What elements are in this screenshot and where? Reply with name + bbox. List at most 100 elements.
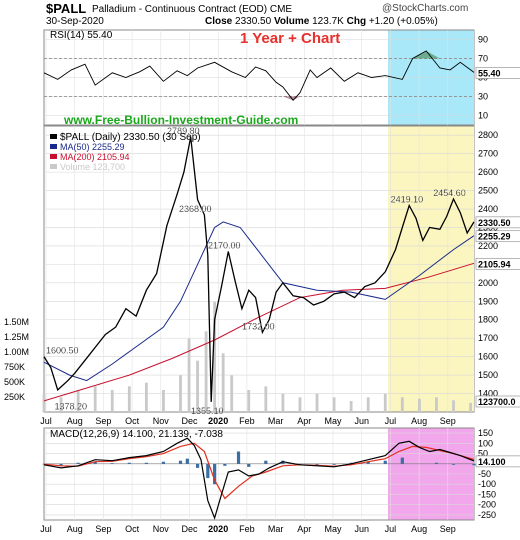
macd-histogram-bar — [366, 461, 370, 464]
volume-bar — [213, 302, 217, 412]
price-x-tick-label: Jul — [40, 416, 52, 426]
volume-bar — [204, 331, 208, 412]
macd-tick-label: -250 — [478, 510, 496, 520]
macd-histogram-bar — [185, 458, 189, 464]
rsi-tick-label: 10 — [478, 111, 488, 121]
macd-title: MACD(12,26,9) 14.100, 21.139, -7.038 — [50, 429, 223, 440]
site-watermark[interactable]: www.Free-Bullion-Investment-Guide.com — [64, 113, 299, 127]
chg-label: Chg — [346, 16, 367, 27]
volume-bar — [162, 390, 165, 412]
price-tick-label: 2400 — [478, 204, 498, 214]
volume-bar — [196, 360, 199, 412]
volume-bar — [59, 397, 63, 412]
macd-histogram-bar — [127, 462, 131, 464]
price-tick-label: 2000 — [478, 278, 498, 288]
volume-last-value: 123700.0 — [478, 397, 516, 407]
macd-histogram-bar — [472, 463, 476, 466]
rsi-overbought-fill — [44, 50, 474, 59]
macd-histogram-bar — [213, 463, 217, 485]
volume-bar — [110, 390, 114, 412]
volume-bar — [187, 338, 191, 412]
macd-histogram-bar — [144, 462, 148, 464]
rsi-tick-label: 30 — [478, 92, 488, 102]
price-x-tick-label: Sep — [440, 416, 456, 426]
x-tick-label: Sep — [440, 524, 456, 534]
macd-histogram-bar — [332, 463, 336, 465]
legend-entry: $PALL (Daily) 2330.50 (30 Sep) — [60, 132, 201, 143]
price-annotation: 1732.00 — [242, 321, 275, 331]
price-highlight — [388, 126, 474, 412]
volume-bar — [315, 393, 319, 412]
chg-value: +1.20 (+0.05%) — [368, 16, 438, 27]
exchange-label: CME — [269, 4, 293, 15]
close-label: Close — [205, 16, 233, 27]
volume-label: Volume — [273, 16, 310, 27]
price-last-value-box — [475, 216, 520, 229]
volume-bar — [332, 397, 336, 412]
price-x-tick-label: Nov — [153, 416, 170, 426]
volume-bar — [469, 402, 472, 412]
legend-swatch — [50, 154, 57, 159]
x-tick-label: Jul — [40, 524, 52, 534]
macd-tick-label: -100 — [478, 479, 496, 489]
x-tick-label: Apr — [297, 524, 311, 534]
instrument-title: Palladium - Continuous Contract (EOD) — [92, 4, 268, 15]
price-x-tick-label: Jul — [385, 416, 397, 426]
price-tick-label: 1700 — [478, 333, 498, 343]
volume-bar — [435, 397, 438, 412]
volume-bar — [221, 353, 225, 412]
price-annotation: 2789.80 — [167, 126, 200, 136]
volume-bar — [179, 375, 182, 412]
macd-histogram-bar — [93, 461, 97, 464]
macd-histogram-bar — [383, 460, 387, 464]
ma200-last-value-box — [475, 257, 520, 270]
instrument-name: Palladium - Continuous Contract (EOD) CM… — [92, 4, 292, 15]
brand-label[interactable]: @StockCharts.com — [382, 3, 469, 14]
volume-bar — [383, 393, 387, 412]
volume-bar — [42, 393, 46, 412]
macd-histogram-bar — [315, 463, 319, 465]
volume-bar — [400, 397, 404, 412]
x-tick-label: Dec — [181, 524, 198, 534]
volume-bar — [93, 386, 97, 412]
volume-bar — [452, 400, 455, 412]
macd-histogram-bar — [76, 462, 80, 464]
legend-swatch — [50, 164, 57, 169]
price-tick-label: 1400 — [478, 389, 498, 399]
price-tick-label: 1800 — [478, 315, 498, 325]
volume-value: 123.7K — [312, 16, 344, 27]
macd-line — [43, 437, 475, 520]
x-tick-label: Nov — [153, 524, 170, 534]
macd-histogram-bar — [206, 463, 210, 479]
price-x-tick-label: Feb — [239, 416, 255, 426]
macd-last-value: 14.100 — [478, 457, 506, 467]
macd-signal-line — [43, 442, 475, 500]
price-tick-label: 2600 — [478, 167, 498, 177]
price-annotation: 2170.00 — [208, 240, 241, 250]
macd-histogram-bar — [110, 463, 114, 464]
price-annotation: 2454.60 — [433, 188, 466, 198]
volume-bar — [247, 390, 251, 412]
macd-tick-label: 50 — [478, 449, 488, 459]
legend-entry: MA(50) 2255.29 — [60, 142, 125, 152]
chart-annotation: 1 Year + Chart — [240, 30, 341, 47]
ma200-last-value: 2105.94 — [478, 259, 511, 269]
price-tick-label: 1600 — [478, 352, 498, 362]
price-annotation: 2368.00 — [179, 204, 212, 214]
macd-histogram-bar — [195, 463, 200, 468]
x-tick-label: May — [324, 524, 342, 534]
price-x-tick-label: 2020 — [208, 416, 228, 426]
volume-tick-label: 250K — [4, 392, 25, 402]
macd-tick-label: -200 — [478, 500, 496, 510]
price-tick-label: 2700 — [478, 149, 498, 159]
volume-bar — [264, 386, 268, 412]
macd-histogram-bar — [236, 451, 241, 464]
rsi-last-value-box — [475, 67, 520, 79]
macd-histogram-bar — [400, 457, 404, 464]
price-x-tick-label: Sep — [95, 416, 111, 426]
price-annotation: 1355.10 — [191, 406, 224, 416]
price-last-value: 2330.50 — [478, 218, 511, 228]
price-annotation: 1600.50 — [46, 346, 79, 356]
price-x-tick-label: Dec — [181, 416, 198, 426]
volume-tick-label: 1.25M — [4, 332, 29, 342]
